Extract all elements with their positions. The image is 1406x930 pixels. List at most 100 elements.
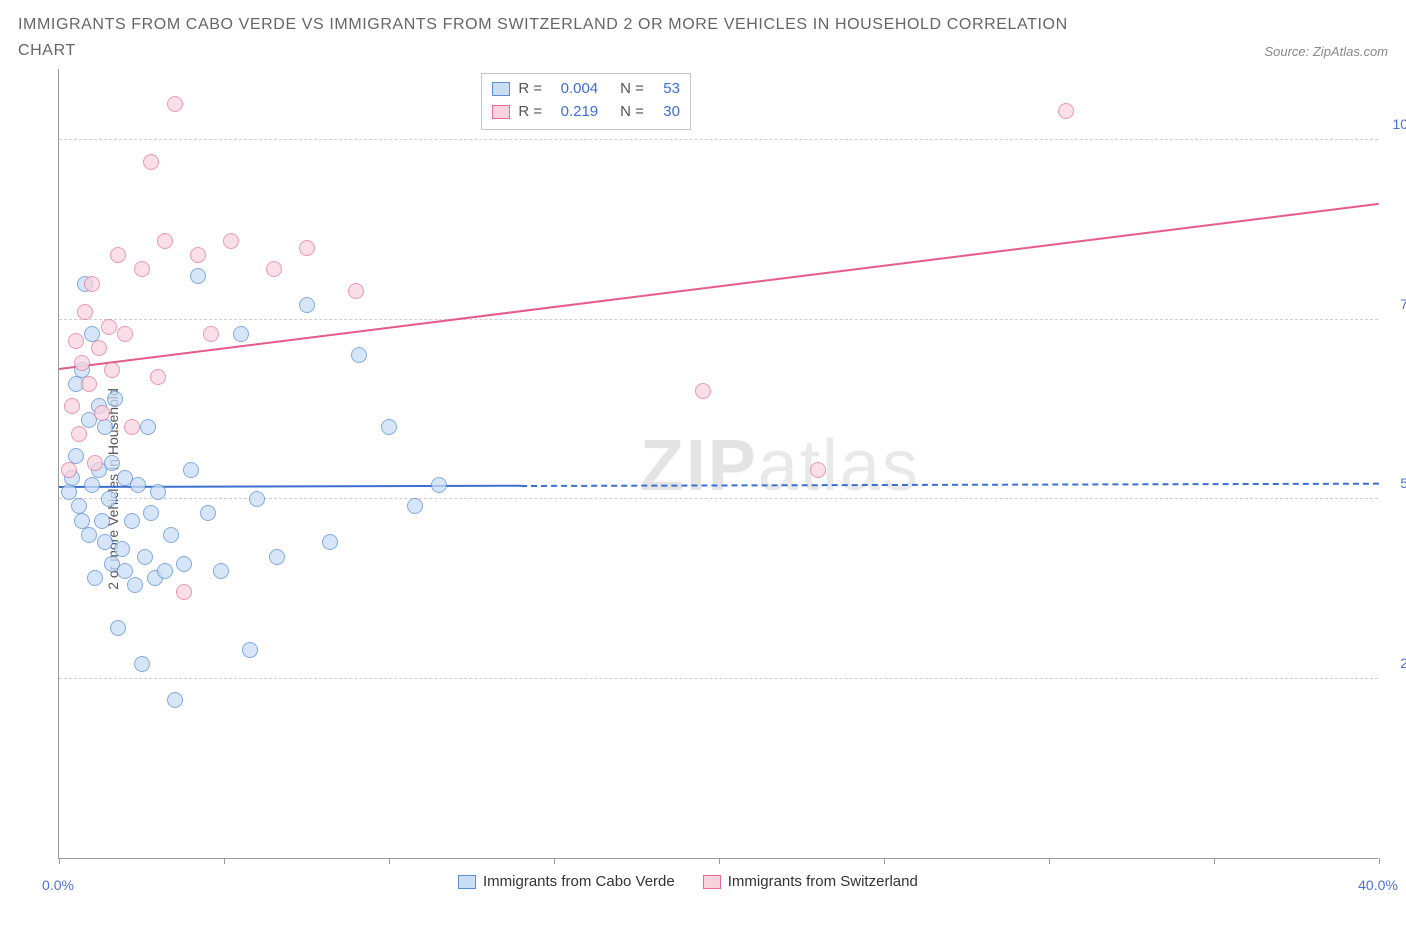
data-point-switzerland [348, 283, 364, 299]
x-tick [884, 858, 885, 864]
data-point-switzerland [94, 405, 110, 421]
data-point-cabo_verde [97, 534, 113, 550]
y-tick-label: 100.0% [1393, 116, 1406, 132]
data-point-switzerland [134, 261, 150, 277]
r-value-switzerland: 0.219 [550, 101, 598, 124]
data-point-cabo_verde [143, 505, 159, 521]
trendline-switzerland [59, 203, 1379, 370]
chart-container: 2 or more Vehicles in Household ZIPatlas… [18, 69, 1388, 909]
legend-item-switzerland: Immigrants from Switzerland [703, 873, 918, 890]
n-label: N = [620, 78, 644, 101]
data-point-switzerland [101, 319, 117, 335]
series-legend: Immigrants from Cabo Verde Immigrants fro… [458, 873, 918, 890]
n-label: N = [620, 101, 644, 124]
r-value-cabo_verde: 0.004 [550, 78, 598, 101]
data-point-cabo_verde [97, 419, 113, 435]
data-point-cabo_verde [322, 534, 338, 550]
stats-row-cabo_verde: R = 0.004 N = 53 [492, 78, 680, 101]
data-point-cabo_verde [61, 484, 77, 500]
data-point-switzerland [299, 240, 315, 256]
data-point-cabo_verde [84, 477, 100, 493]
x-tick [554, 858, 555, 864]
data-point-cabo_verde [176, 556, 192, 572]
data-point-cabo_verde [190, 268, 206, 284]
data-point-cabo_verde [213, 563, 229, 579]
data-point-switzerland [223, 233, 239, 249]
r-label: R = [518, 78, 542, 101]
data-point-switzerland [87, 455, 103, 471]
plot-area: ZIPatlas R =0.004N =53R =0.219N =30 25.0… [58, 69, 1378, 859]
x-tick [1049, 858, 1050, 864]
data-point-cabo_verde [183, 462, 199, 478]
data-point-switzerland [810, 462, 826, 478]
data-point-switzerland [167, 96, 183, 112]
data-point-cabo_verde [134, 656, 150, 672]
chart-title: IMMIGRANTS FROM CABO VERDE VS IMMIGRANTS… [18, 12, 1118, 63]
r-label: R = [518, 101, 542, 124]
data-point-switzerland [157, 233, 173, 249]
data-point-cabo_verde [351, 347, 367, 363]
data-point-switzerland [84, 276, 100, 292]
data-point-cabo_verde [94, 513, 110, 529]
data-point-cabo_verde [110, 620, 126, 636]
legend-label-cabo_verde: Immigrants from Cabo Verde [483, 873, 675, 890]
stats-legend: R = 0.004 N = 53 R = 0.219 N = 30 [481, 73, 691, 130]
data-point-cabo_verde [167, 692, 183, 708]
header: IMMIGRANTS FROM CABO VERDE VS IMMIGRANTS… [18, 12, 1388, 63]
data-point-switzerland [64, 398, 80, 414]
data-point-switzerland [104, 362, 120, 378]
data-point-switzerland [110, 247, 126, 263]
data-point-cabo_verde [249, 491, 265, 507]
y-tick-label: 50.0% [1400, 475, 1406, 491]
x-tick [389, 858, 390, 864]
data-point-cabo_verde [117, 563, 133, 579]
data-point-cabo_verde [114, 541, 130, 557]
gridline [59, 139, 1378, 140]
stats-row-switzerland: R = 0.219 N = 30 [492, 101, 680, 124]
swatch-cabo_verde [458, 875, 476, 889]
watermark-bold: ZIP [640, 426, 758, 506]
x-axis-label: 0.0% [42, 877, 74, 893]
x-tick [719, 858, 720, 864]
data-point-cabo_verde [107, 391, 123, 407]
legend-item-cabo_verde: Immigrants from Cabo Verde [458, 873, 675, 890]
data-point-cabo_verde [124, 513, 140, 529]
data-point-switzerland [77, 304, 93, 320]
data-point-cabo_verde [157, 563, 173, 579]
x-axis-label: 40.0% [1358, 877, 1398, 893]
data-point-switzerland [695, 383, 711, 399]
watermark-light: atlas [758, 426, 920, 506]
data-point-cabo_verde [81, 527, 97, 543]
swatch-switzerland [703, 875, 721, 889]
data-point-cabo_verde [140, 419, 156, 435]
y-tick-label: 75.0% [1400, 296, 1406, 312]
data-point-cabo_verde [233, 326, 249, 342]
data-point-cabo_verde [163, 527, 179, 543]
data-point-cabo_verde [104, 455, 120, 471]
gridline [59, 678, 1378, 679]
source-attribution: Source: ZipAtlas.com [1264, 44, 1388, 63]
data-point-cabo_verde [431, 477, 447, 493]
n-value-switzerland: 30 [652, 101, 680, 124]
data-point-switzerland [266, 261, 282, 277]
trendline-cabo_verde [59, 485, 521, 488]
data-point-switzerland [68, 333, 84, 349]
data-point-cabo_verde [137, 549, 153, 565]
data-point-cabo_verde [381, 419, 397, 435]
n-value-cabo_verde: 53 [652, 78, 680, 101]
data-point-cabo_verde [299, 297, 315, 313]
data-point-cabo_verde [101, 491, 117, 507]
data-point-switzerland [71, 426, 87, 442]
data-point-cabo_verde [200, 505, 216, 521]
swatch-switzerland [492, 105, 510, 119]
data-point-cabo_verde [130, 477, 146, 493]
x-tick [1214, 858, 1215, 864]
data-point-switzerland [190, 247, 206, 263]
data-point-cabo_verde [71, 498, 87, 514]
data-point-switzerland [91, 340, 107, 356]
swatch-cabo_verde [492, 82, 510, 96]
gridline [59, 319, 1378, 320]
data-point-cabo_verde [127, 577, 143, 593]
data-point-cabo_verde [150, 484, 166, 500]
data-point-cabo_verde [87, 570, 103, 586]
